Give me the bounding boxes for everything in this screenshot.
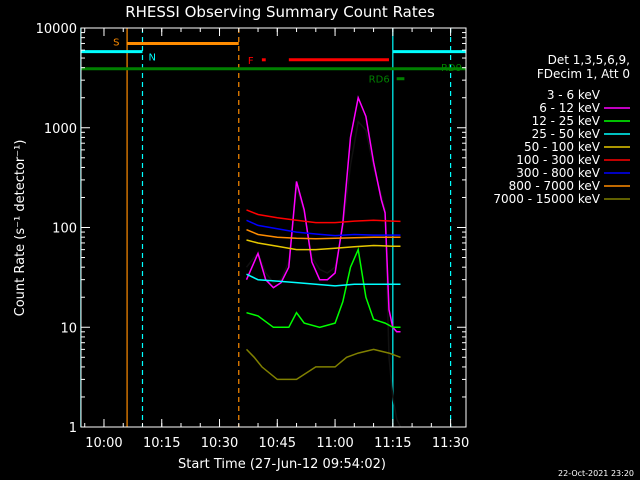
x-tick-label: 10:45 <box>259 436 296 451</box>
x-tick-label: 10:30 <box>201 436 238 451</box>
series-group <box>245 95 402 428</box>
generation-timestamp: 22-Oct-2021 23:20 <box>558 469 634 478</box>
legend-label-50-100-kev: 50 - 100 keV <box>524 140 601 154</box>
legend-label-25-50-kev: 25 - 50 keV <box>532 127 601 141</box>
series-line-12-25-kev <box>246 246 401 329</box>
legend-label-3-6-kev: 3 - 6 keV <box>547 88 601 102</box>
legend-label-300-800-kev: 300 - 800 keV <box>516 166 600 180</box>
legend-label-100-300-kev: 100 - 300 keV <box>516 153 600 167</box>
series-line-300-800-kev <box>246 219 401 237</box>
legend-label-6-12-kev: 6 - 12 keV <box>539 101 601 115</box>
legend-label-12-25-kev: 12 - 25 keV <box>532 114 601 128</box>
y-tick-label: 1 <box>69 421 77 436</box>
y-tick-label: 10000 <box>36 22 77 37</box>
series-line-800-7000-kev <box>246 229 401 240</box>
x-tick-label: 10:15 <box>143 436 180 451</box>
flag-label-rd6: RD6 <box>369 75 390 86</box>
x-tick-label: 11:30 <box>432 436 469 451</box>
y-tick-label: 1000 <box>44 122 77 137</box>
flag-label-n: N <box>148 53 155 64</box>
series-line-25-50-kev <box>246 273 401 287</box>
x-tick-label: 11:00 <box>316 436 353 451</box>
legend: Det 1,3,5,6,9, FDecim 1, Att 0 3 - 6 keV… <box>493 53 630 206</box>
series-line-6-12-kev <box>245 95 401 333</box>
flag-label-f: F <box>248 56 254 67</box>
legend-header-decimation: FDecim 1, Att 0 <box>537 67 630 81</box>
x-tick-label: 10:00 <box>85 436 122 451</box>
y-tick-label: 10 <box>60 321 77 336</box>
flag-bars: S N F RD9 RD6 <box>80 37 466 86</box>
series-line-50-100-kev <box>246 239 401 251</box>
chart-title: RHESSI Observing Summary Count Rates <box>125 3 435 21</box>
legend-header-detectors: Det 1,3,5,6,9, <box>548 53 630 67</box>
y-tick-label: 100 <box>52 222 77 237</box>
flag-label-s: S <box>113 37 119 48</box>
legend-label-800-7000-kev: 800 - 7000 keV <box>509 179 601 193</box>
x-axis-label: Start Time (27-Jun-12 09:54:02) <box>178 457 386 472</box>
series-line-100-300-kev <box>246 209 401 224</box>
axes: 1 10 100 1000 10000 10:00 10:15 10:30 10:45 11:00… <box>36 22 470 451</box>
x-tick-label: 11:15 <box>374 436 411 451</box>
y-axis-label: Count Rate (s⁻¹ detector⁻¹) <box>13 140 28 317</box>
series-line-7000-15000-kev <box>245 348 401 381</box>
legend-label-7000-15000-kev: 7000 - 15000 keV <box>493 192 600 206</box>
flag-label-rd9: RD9 <box>441 63 462 74</box>
